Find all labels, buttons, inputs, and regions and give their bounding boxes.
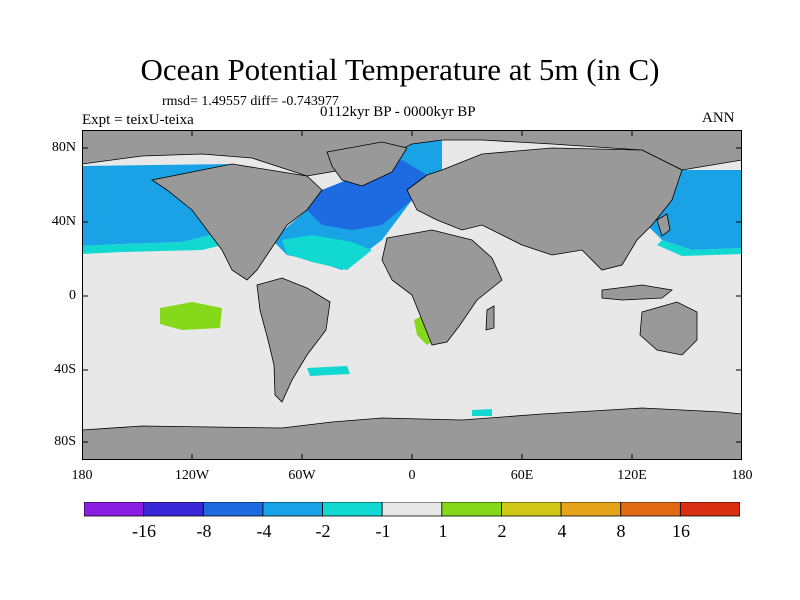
maritime-continent (601, 284, 673, 301)
colorbar-swatch (560, 502, 622, 517)
north-pacific-edge (82, 225, 264, 254)
colorbar-label: -2 (315, 521, 331, 541)
colorbar-label: 16 (672, 521, 690, 541)
eurasia (406, 147, 683, 271)
world-map (82, 130, 742, 460)
colorbar-swatch (202, 502, 264, 517)
madagascar (485, 305, 495, 331)
southern-ocean-patch-2 (472, 409, 492, 416)
y-label-40n: 40N (51, 214, 76, 229)
axis-ticks (82, 130, 742, 460)
colorbar-label: 4 (557, 521, 567, 541)
chart-title: Ocean Potential Temperature at 5m (in C) (140, 52, 660, 87)
australia (639, 301, 698, 356)
arctic-land (82, 130, 742, 177)
colorbar-swatch (620, 502, 681, 517)
y-label-40s: 40S (54, 362, 76, 377)
colorbar-swatch (84, 502, 145, 517)
x-label-180e: 180 (731, 468, 753, 483)
north-atlantic-strong (307, 160, 427, 230)
south-america (256, 277, 331, 403)
colorbar (84, 502, 740, 517)
colorbar-label: -8 (196, 521, 212, 541)
colorbar-swatch (501, 502, 562, 517)
colorbar-label: -16 (132, 521, 156, 541)
africa (381, 229, 503, 346)
x-label-180w: 180 (71, 468, 93, 483)
x-label-0: 0 (408, 468, 416, 483)
y-label-80s: 80S (54, 434, 76, 449)
colorbar-swatch (322, 502, 383, 517)
colorbar-label: 1 (438, 521, 448, 541)
colorbar-swatch (679, 502, 740, 517)
x-label-120w: 120W (174, 468, 210, 483)
antarctica (82, 407, 742, 460)
japan (656, 213, 671, 237)
x-label-60e: 60E (510, 468, 534, 483)
colorbar-swatch (441, 502, 502, 517)
experiment-label: Expt = teixU-teixa (82, 112, 194, 128)
period-label: 0112kyr BP - 0000kyr BP (320, 104, 476, 120)
greenland (326, 141, 408, 187)
colorbar-label: -4 (256, 521, 272, 541)
y-label-equator: 0 (69, 288, 76, 303)
colorbar-swatch (381, 502, 443, 517)
colorbar-label: -1 (375, 521, 391, 541)
land-masses (82, 130, 742, 460)
north-america (150, 163, 323, 281)
colorbar-label: 2 (497, 521, 507, 541)
colorbar-label: 8 (616, 521, 626, 541)
y-label-80n: 80N (51, 140, 76, 155)
colorbar-swatch (143, 502, 204, 517)
x-label-120e: 120E (617, 468, 647, 483)
colorbar-swatch (262, 502, 323, 517)
stats-label: rmsd= 1.49557 diff= -0.743977 (162, 94, 339, 109)
west-pacific-edge (657, 240, 742, 256)
north-atlantic-light (282, 235, 372, 270)
south-pacific-warm (160, 302, 222, 330)
season-label: ANN (702, 110, 735, 126)
x-label-60w: 60W (288, 468, 316, 483)
southern-ocean-patch (307, 366, 350, 376)
